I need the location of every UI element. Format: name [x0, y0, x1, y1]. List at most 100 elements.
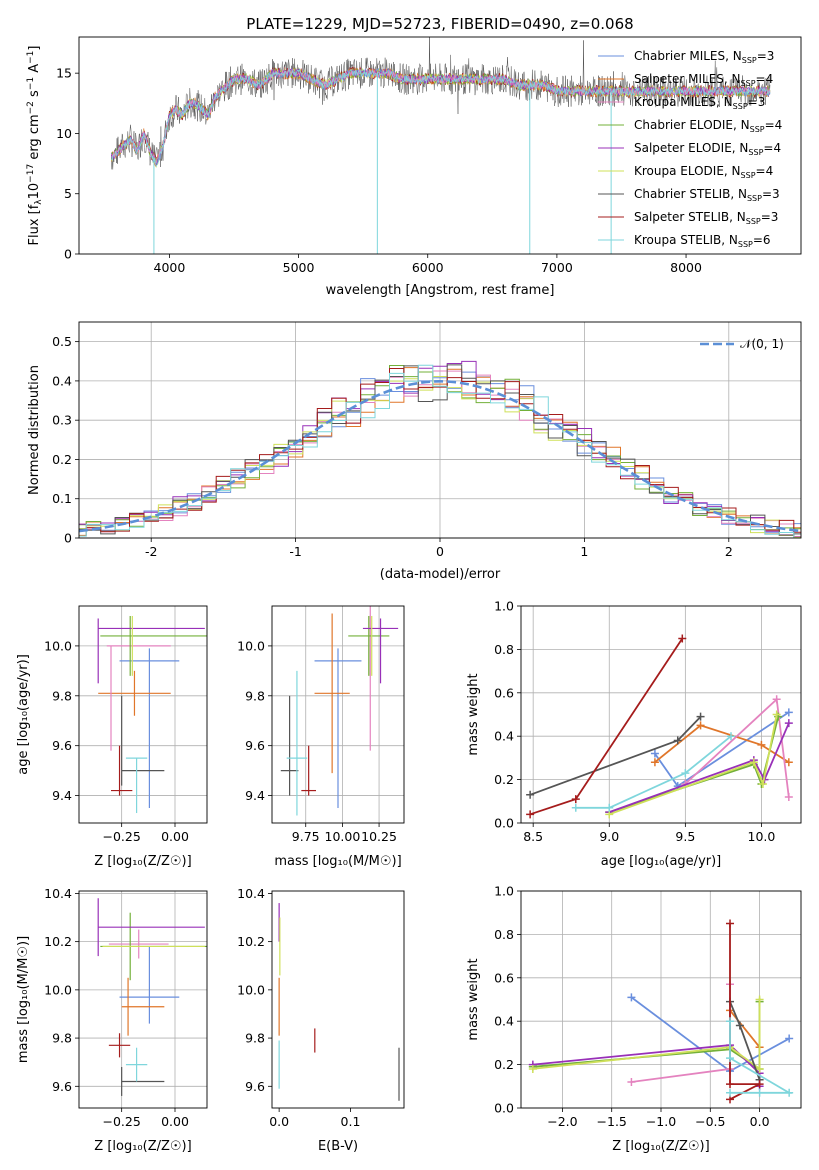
weight_vs_age-y-tick-label: 0.0: [494, 816, 514, 831]
spectrum-ylabel-part: ]: [27, 46, 42, 51]
weight_vs_age-y-tick-label: 0.2: [494, 772, 514, 787]
mass_vs_Z-axes: −0.25 0.00 9.6 9.8 10.0 10.2 10.4: [44, 886, 207, 1129]
spectrum-ylabel-part: −1: [26, 51, 36, 64]
spectrum-legend-entry: Salpeter MILES, NSSP=4: [634, 72, 773, 88]
spectrum-y-tick-label: 10: [56, 126, 72, 141]
spectrum-ylabel-part: λ: [34, 199, 44, 205]
weight_vs_age-x-tick-label: 9.5: [675, 829, 695, 844]
mass_vs_ebv-y-tick-label: 10.4: [237, 886, 265, 901]
spectrum-ylabel-part: erg cm: [27, 114, 42, 163]
weight_vs_age-x-tick-label: 9.0: [599, 829, 619, 844]
weight_vs_Z-series-chabrier-stelib-marker: [735, 1021, 744, 1030]
mass_vs_ebv-y-tick-label: 9.8: [245, 1031, 265, 1046]
spectrum-legend-count: =6: [753, 233, 771, 247]
spectrum-legend-sub: SSP: [742, 56, 757, 65]
spectrum-y-tick-label: 0: [64, 247, 72, 262]
spectrum-legend-entry: Kroupa STELIB, NSSP=6: [634, 233, 771, 249]
residual_hist-histogram-salpeter-stelib: [79, 368, 801, 533]
weight_vs_Z-series-kroupa-stelib-marker: [726, 1054, 735, 1063]
mass_vs_Z-x-tick-label: −0.25: [103, 1114, 141, 1129]
weight_vs_Z-series-salpeter-stelib-marker: [755, 1080, 764, 1089]
age_vs_mass-y-tick-label: 9.4: [245, 788, 265, 803]
weight_vs_age-y-tick-label: 0.8: [494, 642, 514, 657]
residual_hist-x-tick-label: -1: [289, 544, 301, 559]
spectrum-legend-label: Salpeter ELODIE, N: [634, 141, 748, 155]
weight_vs_age-series-salpeter-miles-marker: [696, 721, 705, 730]
weight_vs_age-xlabel: age [log₁₀(age/yr)]: [601, 854, 722, 869]
residual_hist-x-tick-label: 0: [436, 544, 444, 559]
residual_hist-y-tick-label: 0.1: [52, 491, 72, 506]
weight_vs_age-series-kroupa-elodie-marker: [772, 710, 781, 719]
weight_vs_Z-series-kroupa-stelib-marker: [726, 1088, 735, 1097]
spectrum-legend-count: =4: [756, 164, 774, 178]
weight_vs_age-series-salpeter-stelib-marker: [571, 795, 580, 804]
weight_vs_age-series-salpeter-miles-marker: [757, 740, 766, 749]
weight_vs_Z-x-tick-label: −2.0: [547, 1114, 577, 1129]
residual_hist-normal-curve: [79, 379, 801, 533]
mass_vs_Z-y-tick-label: 10.2: [44, 934, 72, 949]
spectrum-ylabel-part: −17: [26, 164, 36, 183]
age_vs_mass-x-tick-label: 10.00: [325, 829, 361, 844]
residual_hist-y-tick-label: 0.5: [52, 334, 72, 349]
spectrum-legend-entry: Chabrier STELIB, NSSP=3: [634, 187, 780, 203]
mass_vs_ebv-y-tick-label: 10.2: [237, 934, 265, 949]
weight_vs_Z-series-kroupa-stelib-marker: [755, 1088, 764, 1097]
spectrum-legend-entry: Kroupa MILES, NSSP=3: [634, 95, 765, 111]
weight_vs_age-series-chabrier-miles-marker: [650, 749, 659, 758]
spectrum-legend-label: Kroupa MILES, N: [634, 95, 733, 109]
spectrum-legend-sub: SSP: [733, 102, 748, 111]
residual_hist-legend-label: 𝒩(0, 1): [740, 337, 784, 351]
spectrum-legend-count: =4: [765, 118, 783, 132]
weight_vs_age-series-salpeter-miles-marker: [650, 758, 659, 767]
spectrum-axes: 4000 5000 6000 7000 8000 0 5 10 15: [56, 66, 702, 275]
age_vs_Z-y-tick-label: 9.6: [52, 738, 72, 753]
weight_vs_Z-series-salpeter-miles: [729, 1007, 761, 1048]
weight_vs_age-frame: [520, 605, 802, 824]
spectrum-x-tick-label: 4000: [154, 260, 186, 275]
mass_vs_Z-frame: [78, 890, 208, 1109]
spectrum-legend-entry: Chabrier ELODIE, NSSP=4: [634, 118, 782, 134]
age_vs_mass-x-tick-label: 9.75: [292, 829, 320, 844]
mass_vs_ebv-xlabel: E(B-V): [318, 1139, 358, 1154]
spectrum-ylabel-part: −2: [26, 101, 36, 114]
spectrum-x-tick-label: 8000: [670, 260, 702, 275]
weight_vs_Z-xlabel: Z [log₁₀(Z/Z☉)]: [612, 1139, 709, 1154]
mass_vs_ebv-axes: 0.0 0.1 9.6 9.8 10.0 10.2 10.4: [237, 886, 360, 1129]
spectrum-legend-count: =3: [757, 49, 775, 63]
weight_vs_age-series-salpeter-elodie: [608, 722, 790, 813]
spectrum-legend-count: =4: [763, 141, 781, 155]
weight_vs_Z-y-tick-label: 0.4: [494, 1014, 514, 1029]
age_vs_mass-axes: 9.75 10.00 10.25 9.4 9.6 9.8 10.0: [237, 606, 404, 844]
residual_hist-x-tick-label: 1: [580, 544, 588, 559]
spectrum-legend-sub: SSP: [750, 125, 765, 134]
residual_hist-frame: [78, 321, 802, 539]
weight_vs_Z-x-tick-label: −1.5: [597, 1114, 627, 1129]
weight_vs_Z-series-kroupa-elodie-marker: [755, 1064, 764, 1073]
weight_vs_age-series-chabrier-stelib-marker: [526, 790, 535, 799]
residual_hist-y-tick-label: 0.2: [52, 452, 72, 467]
weight_vs_Z-series-kroupa-miles-marker: [627, 1077, 636, 1086]
age_vs_Z-axes: −0.25 0.00 9.4 9.6 9.8 10.0: [44, 606, 207, 844]
spectrum-ylabel: Flux [fλ10−17 erg cm−2 s−1 A−1]: [26, 46, 44, 246]
weight_vs_age-series-kroupa-elodie: [608, 714, 778, 816]
age_vs_mass-x-tick-label: 10.25: [361, 829, 397, 844]
spectrum-ylabel-part: 10: [27, 183, 42, 200]
residual_hist-histogram-salpeter-elodie: [79, 360, 801, 538]
mass_vs_ebv-frame: [271, 890, 405, 1109]
weight_vs_age-series-salpeter-miles-marker: [784, 758, 793, 767]
weight_vs_age-series-chabrier-miles-marker: [784, 708, 793, 717]
weight_vs_Z-series-salpeter-stelib: [729, 923, 761, 1101]
age_vs_Z-frame: [78, 605, 208, 824]
spectrum-legend-label: Chabrier STELIB, N: [634, 187, 747, 201]
weight_vs_Z-series-kroupa-elodie-marker: [528, 1064, 537, 1073]
spectrum-x-tick-label: 5000: [283, 260, 315, 275]
weight_vs_age-series-kroupa-stelib-marker: [681, 769, 690, 778]
mass_vs_Z-y-tick-label: 9.6: [52, 1079, 72, 1094]
weight_vs_Z-ylabel: mass weight: [466, 958, 481, 1040]
age_vs_Z-x-tick-label: −0.25: [103, 829, 141, 844]
weight_vs_age-series-kroupa-stelib-marker: [605, 803, 614, 812]
age_vs_mass-y-tick-label: 9.6: [245, 738, 265, 753]
